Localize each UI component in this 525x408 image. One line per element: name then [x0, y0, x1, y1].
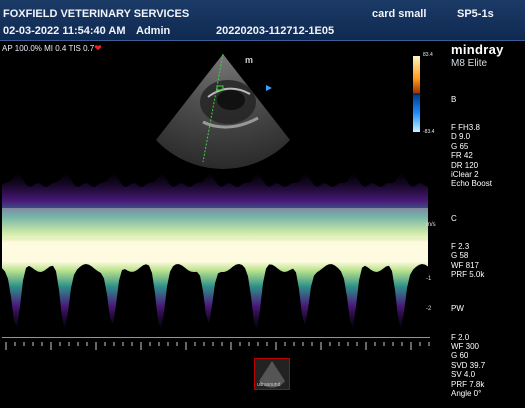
- c-param-item: WF 817: [451, 260, 480, 270]
- scale-label-1: -1: [426, 276, 432, 282]
- pw-doppler-spectrum: [2, 174, 428, 344]
- svg-text:m: m: [245, 55, 253, 65]
- b-param-list: F FH3.8 D 9.0 G 65 FR 42 DR 120 iClear 2 Echo …: [451, 123, 492, 189]
- colorbar-min: -83.4: [423, 129, 435, 135]
- study-id: 20220203-112712-1E05: [216, 25, 335, 37]
- spectral-core: [2, 208, 428, 238]
- header-bar: FOXFIELD VETERINARY SERVICES card small …: [0, 0, 525, 41]
- scale-label-2: -2: [426, 306, 432, 312]
- pw-param-item: G 60: [451, 351, 469, 361]
- sample-volume-gate[interactable]: [216, 85, 224, 91]
- ap-value: AP 100.0%: [2, 44, 42, 53]
- acoustic-output: AP 100.0% MI 0.4 TIS 0.7❤: [2, 43, 102, 54]
- image-thumbnail[interactable]: ultrasound: [254, 358, 290, 390]
- colorbar-max: 83.4: [423, 52, 433, 58]
- clinic-name: FOXFIELD VETERINARY SERVICES: [3, 8, 190, 20]
- model-name: M8 Elite: [451, 58, 488, 69]
- pw-param-item: SVD 39.7: [451, 360, 486, 370]
- doppler-baseline[interactable]: [2, 337, 430, 338]
- focus-marker-icon: [266, 85, 272, 91]
- doppler-cursor-line[interactable]: [202, 53, 224, 163]
- operator-name: Admin: [136, 25, 171, 37]
- tis-value: TIS 0.7: [68, 44, 95, 53]
- thumbnail-label: ultrasound: [257, 382, 281, 388]
- pw-param-item: F 2.0: [451, 332, 470, 342]
- c-param-item: PRF 5.0k: [451, 270, 485, 280]
- probe-name: SP5-1s: [457, 8, 494, 20]
- c-param-list: F 2.3 G 58 WF 817 PRF 5.0k: [451, 242, 492, 280]
- b-param-item: F FH3.8: [451, 123, 480, 133]
- mi-value: MI 0.4: [44, 44, 67, 53]
- pw-param-item: SV 4.0: [451, 370, 476, 380]
- pw-param-item: Angle 0°: [451, 389, 482, 398]
- velocity-unit: m/s: [426, 222, 436, 228]
- pw-param-item: PRF 7.8k: [451, 379, 485, 389]
- b-mode-title: B: [451, 94, 457, 104]
- c-param-item: F 2.3: [451, 241, 470, 251]
- wall-echo: [202, 116, 259, 129]
- c-param-item: G 58: [451, 251, 469, 261]
- heart-icon: ❤: [94, 43, 102, 53]
- b-param-item: G 65: [451, 141, 469, 151]
- b-param-item: D 9.0: [451, 132, 471, 142]
- pw-mode-title: PW: [451, 304, 464, 314]
- pw-param-list: F 2.0 WF 300 G 60 SVD 39.7 SV 4.0 PRF 7.8k Ang…: [451, 333, 492, 399]
- b-param-item: DR 120: [451, 160, 479, 170]
- b-param-item: iClear 2: [451, 170, 479, 180]
- valve-echo: [207, 87, 251, 98]
- parameter-panel: B F FH3.8 D 9.0 G 65 FR 42 DR 120 iClear 2 Ech…: [451, 76, 492, 408]
- color-velocity-bar: [413, 56, 420, 132]
- color-mode-title: C: [451, 213, 457, 223]
- b-mode-sector-image: m: [156, 53, 290, 169]
- brand-logo: mindray: [451, 42, 504, 57]
- pw-param-item: WF 300: [451, 341, 480, 351]
- exam-datetime: 02-03-2022 11:54:40 AM: [3, 25, 126, 37]
- lumen: [217, 90, 245, 110]
- time-axis-ticks: [5, 342, 430, 350]
- spectral-envelope: [2, 174, 428, 332]
- preset-name: card small: [372, 8, 427, 20]
- b-param-item: FR 42: [451, 151, 473, 161]
- b-param-item: Echo Boost: [451, 179, 492, 189]
